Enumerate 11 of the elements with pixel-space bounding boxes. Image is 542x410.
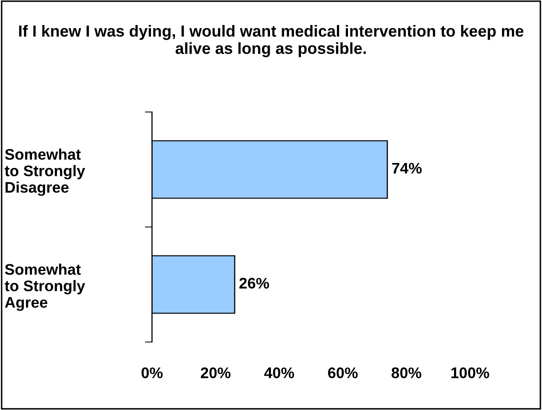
x-tick-label: 100% xyxy=(451,367,490,378)
y-tick-label: Somewhat to Strongly Agree xyxy=(4,264,86,311)
x-tick-label: 20% xyxy=(200,367,230,378)
x-tick-label: 40% xyxy=(264,367,294,378)
x-tick-label: 80% xyxy=(392,367,422,378)
data-label: 26% xyxy=(239,278,270,289)
chart-title: If I knew I was dying, I would want medical intervention to keep me alive as long as possible. xyxy=(19,25,524,58)
x-tick-label: 0% xyxy=(142,367,163,378)
data-label: 74% xyxy=(392,162,422,174)
x-tick-label: 60% xyxy=(328,367,358,378)
y-tick-label: Somewhat to Strongly Disagree xyxy=(4,148,86,196)
